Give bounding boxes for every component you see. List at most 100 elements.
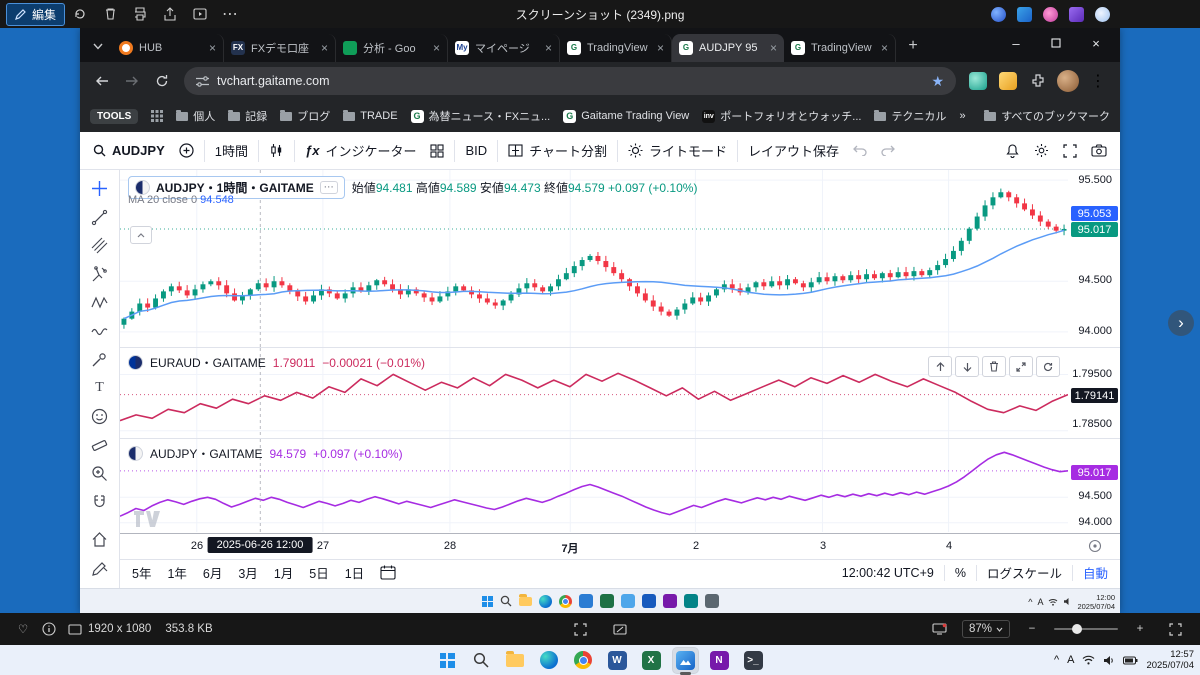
goto-date-icon[interactable] bbox=[380, 565, 396, 580]
range-5y-button[interactable]: 5年 bbox=[132, 567, 152, 581]
chrome-icon[interactable] bbox=[558, 594, 572, 608]
tab-mypage[interactable]: My マイページ × bbox=[448, 34, 560, 62]
delete-pane-button[interactable] bbox=[982, 356, 1006, 377]
compare-button[interactable] bbox=[172, 139, 201, 162]
range-5d-button[interactable]: 5日 bbox=[309, 567, 329, 581]
legend-more-icon[interactable]: ⋯ bbox=[319, 181, 338, 194]
terminal-button[interactable]: >_ bbox=[741, 648, 766, 673]
bookmark-star-icon[interactable]: ★ bbox=[931, 72, 944, 89]
bookmark-fx-news[interactable]: G 為替ニュース・FXニュ... bbox=[410, 108, 550, 124]
browser-menu-icon[interactable]: ⋮ bbox=[1090, 73, 1106, 90]
tab-close-icon[interactable]: × bbox=[320, 41, 328, 55]
snapshot-button[interactable] bbox=[1084, 140, 1114, 161]
search-button[interactable] bbox=[469, 648, 494, 673]
emoji-icon[interactable] bbox=[88, 407, 112, 427]
chat-extension-icon[interactable] bbox=[966, 69, 990, 93]
redo-button[interactable] bbox=[874, 141, 902, 160]
bookmarks-overflow-icon[interactable]: » bbox=[959, 110, 966, 122]
tab-close-icon[interactable]: × bbox=[656, 41, 664, 55]
restore-pane-button[interactable] bbox=[1036, 356, 1060, 377]
app-icon[interactable] bbox=[662, 594, 677, 608]
euraud-pane[interactable]: EURAUD・GAITAME 1.79011 −0.00021 (−0.01%)… bbox=[120, 348, 1120, 439]
tab-hub[interactable]: HUB × bbox=[112, 34, 224, 62]
euraud-line-chart[interactable] bbox=[120, 348, 1068, 438]
price-label[interactable]: 1.78500 bbox=[1072, 418, 1112, 430]
zoom-slider-knob[interactable] bbox=[1072, 624, 1082, 634]
reload-button[interactable] bbox=[148, 67, 176, 95]
audjpy-line-pane[interactable]: AUDJPY・GAITAME 94.579 +0.097 (+0.10%) 94… bbox=[120, 439, 1120, 534]
range-1m-button[interactable]: 1月 bbox=[273, 567, 294, 581]
forward-button[interactable] bbox=[118, 67, 146, 95]
audjpy-line-chart[interactable] bbox=[120, 439, 1068, 532]
maximize-button[interactable] bbox=[1036, 28, 1076, 58]
start-button[interactable] bbox=[435, 648, 460, 673]
pattern-icon[interactable] bbox=[88, 293, 112, 313]
tab-close-icon[interactable]: × bbox=[432, 41, 440, 55]
range-3m-button[interactable]: 3月 bbox=[238, 567, 258, 581]
app-icon-blue[interactable] bbox=[1017, 6, 1032, 22]
app-icon[interactable] bbox=[578, 594, 593, 608]
settings-button[interactable] bbox=[1027, 139, 1056, 162]
address-field[interactable]: tvchart.gaitame.com ★ bbox=[184, 67, 956, 95]
auto-scale-button[interactable]: 自動 bbox=[1082, 567, 1108, 581]
battery-icon[interactable] bbox=[1123, 656, 1138, 665]
file-explorer-button[interactable] bbox=[503, 648, 528, 673]
time-axis[interactable]: 26 2025-06-26 12:00 27 28 7月 2 3 4 bbox=[120, 534, 1120, 560]
bookmark-tools[interactable]: TOOLS bbox=[90, 108, 139, 124]
bookmark-folder-records[interactable]: 記録 bbox=[228, 108, 267, 124]
word-button[interactable]: W bbox=[605, 648, 630, 673]
photos-button-active[interactable] bbox=[671, 646, 699, 675]
screen-fit-icon[interactable] bbox=[927, 618, 953, 640]
app-icon[interactable] bbox=[683, 594, 698, 608]
zoom-percent-dropdown[interactable]: 87% bbox=[961, 620, 1010, 638]
zoom-slider[interactable] bbox=[1054, 624, 1118, 634]
undo-button[interactable] bbox=[846, 141, 874, 160]
range-1y-button[interactable]: 1年 bbox=[167, 567, 187, 581]
taskbar-clock[interactable]: 12:57 2025/07/04 bbox=[1146, 648, 1194, 671]
profile-avatar[interactable] bbox=[1056, 69, 1080, 93]
delete-icon[interactable] bbox=[97, 4, 123, 24]
pitchfork-icon[interactable] bbox=[88, 265, 112, 285]
app-icon[interactable] bbox=[620, 594, 635, 608]
tab-audjpy-active[interactable]: G AUDJPY 95 × bbox=[672, 34, 784, 62]
tab-search-icon[interactable] bbox=[86, 34, 110, 58]
site-settings-icon[interactable] bbox=[196, 75, 209, 87]
bookmark-folder-trade[interactable]: TRADE bbox=[343, 109, 398, 122]
wifi-icon[interactable] bbox=[1082, 655, 1095, 665]
wave-icon[interactable] bbox=[88, 322, 112, 342]
trendline-icon[interactable] bbox=[88, 208, 112, 228]
maximize-pane-button[interactable] bbox=[1009, 356, 1033, 377]
bookmark-folder-blog[interactable]: ブログ bbox=[280, 108, 330, 124]
ruler-icon[interactable] bbox=[88, 436, 112, 456]
captured-clock[interactable]: 12:00 2025/07/04 bbox=[1077, 592, 1115, 611]
tab-tradingview-1[interactable]: G TradingView × bbox=[560, 34, 672, 62]
close-button[interactable]: × bbox=[1092, 35, 1100, 51]
indicators-button[interactable]: ƒx インジケーター bbox=[304, 143, 417, 159]
percent-scale-button[interactable]: % bbox=[954, 565, 966, 580]
notes-extension-icon[interactable] bbox=[996, 69, 1020, 93]
next-image-button[interactable]: › bbox=[1168, 310, 1194, 336]
edit-pen-icon[interactable] bbox=[88, 559, 112, 579]
fit-to-window-icon[interactable] bbox=[567, 618, 593, 640]
bookmark-folder-technical[interactable]: テクニカル bbox=[874, 108, 946, 124]
tray-expand-icon[interactable]: ^ bbox=[1053, 654, 1060, 666]
ime-indicator[interactable]: A bbox=[1037, 596, 1044, 607]
zoom-in-icon[interactable]: + bbox=[1136, 623, 1144, 635]
text-icon[interactable]: T bbox=[95, 380, 104, 396]
crosshair-icon[interactable] bbox=[88, 179, 112, 199]
range-1d-button[interactable]: 1日 bbox=[344, 567, 365, 581]
copilot-icon[interactable] bbox=[991, 6, 1006, 22]
price-label[interactable]: 94.000 bbox=[1078, 516, 1112, 528]
app-icon-pink[interactable] bbox=[1043, 6, 1058, 22]
interval-button[interactable]: 1時間 bbox=[214, 144, 248, 159]
chart-style-button[interactable] bbox=[262, 139, 291, 162]
back-button[interactable] bbox=[88, 67, 116, 95]
app-icon[interactable] bbox=[704, 594, 719, 608]
scroll-to-realtime-icon[interactable] bbox=[1088, 539, 1102, 553]
theme-button[interactable]: ライトモード bbox=[621, 137, 734, 164]
start-icon[interactable] bbox=[481, 595, 493, 607]
app-icon[interactable] bbox=[641, 594, 656, 608]
pane-collapse-button[interactable] bbox=[130, 226, 152, 244]
edge-button[interactable] bbox=[537, 648, 562, 673]
bookmark-folder-personal[interactable]: 個人 bbox=[176, 108, 215, 124]
